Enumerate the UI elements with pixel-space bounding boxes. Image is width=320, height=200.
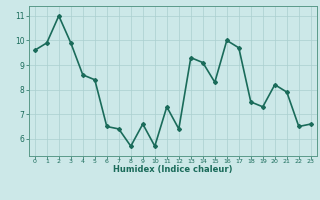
X-axis label: Humidex (Indice chaleur): Humidex (Indice chaleur): [113, 165, 233, 174]
